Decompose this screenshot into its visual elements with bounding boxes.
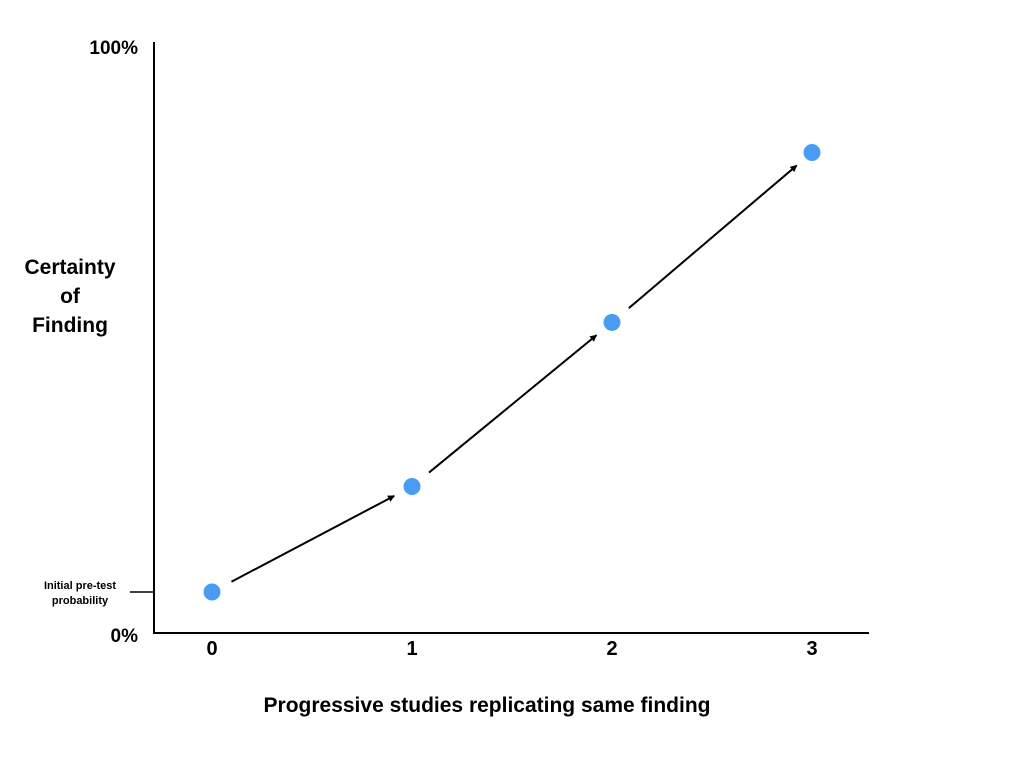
y-axis-label-line-1: Certainty: [24, 256, 115, 279]
x-tick-label: 3: [806, 638, 817, 660]
x-tick-label: 1: [406, 638, 417, 660]
data-point: [603, 313, 621, 331]
progression-arrow: [428, 334, 598, 474]
data-point: [803, 143, 821, 161]
progression-arrow: [628, 164, 798, 309]
y-axis-label-line-2: of: [60, 285, 81, 308]
x-tick-label: 2: [606, 638, 617, 660]
y-tick-label-top: 100%: [89, 38, 138, 59]
y-tick-label-bottom: 0%: [111, 626, 139, 647]
pre-test-annotation: Initial pre-test probability: [44, 580, 154, 607]
pre-test-annotation-line-1: Initial pre-test: [44, 580, 116, 592]
progression-arrow: [230, 494, 395, 583]
y-axis-label-line-3: Finding: [32, 314, 108, 337]
progression-arrows: [230, 164, 798, 583]
data-point: [203, 583, 221, 601]
pre-test-annotation-line-2: probability: [52, 595, 109, 607]
x-tick-label: 0: [206, 638, 217, 660]
data-points: [203, 143, 821, 601]
x-axis-label: Progressive studies replicating same fin…: [264, 694, 711, 717]
x-tick-labels: 0 1 2 3: [206, 638, 817, 660]
data-point: [403, 478, 421, 495]
